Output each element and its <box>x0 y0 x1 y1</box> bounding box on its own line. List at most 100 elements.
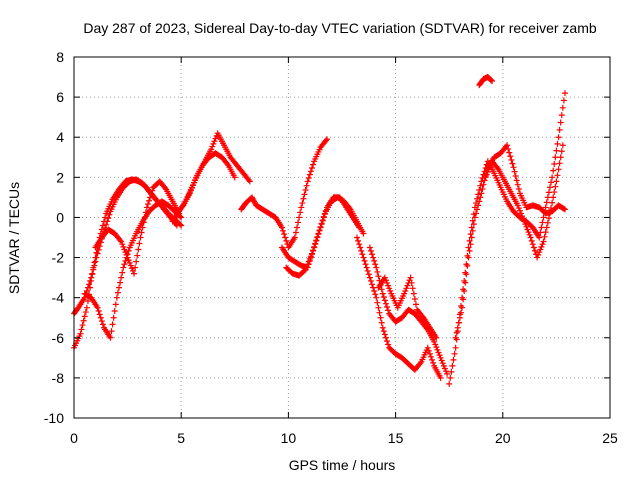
data-point <box>379 290 386 297</box>
data-point <box>515 186 522 193</box>
data-point <box>94 304 101 311</box>
data-point <box>560 205 567 212</box>
data-point <box>370 254 377 261</box>
data-point <box>425 347 432 354</box>
data-point <box>555 134 562 141</box>
data-point <box>441 365 448 372</box>
data-point <box>369 281 376 288</box>
data-point <box>535 251 542 258</box>
data-point <box>120 243 127 250</box>
data-point <box>361 257 368 264</box>
data-point <box>407 274 414 281</box>
data-point <box>539 219 546 226</box>
y-tick-label: -6 <box>52 330 65 346</box>
data-point <box>302 187 309 194</box>
data-point <box>559 104 566 111</box>
series-track-3 <box>81 198 185 341</box>
data-point <box>467 241 474 248</box>
data-point <box>552 183 559 190</box>
y-tick-label: -4 <box>52 290 65 306</box>
series-track-10 <box>354 234 444 381</box>
data-point <box>461 287 468 294</box>
data-point <box>91 262 98 269</box>
data-point <box>437 354 444 361</box>
x-tick-label: 0 <box>70 430 78 446</box>
data-point <box>442 368 449 375</box>
data-point <box>538 224 545 231</box>
data-point <box>434 346 441 353</box>
data-point <box>79 322 86 329</box>
data-point <box>378 286 385 293</box>
data-point <box>177 221 184 228</box>
data-point <box>375 273 382 280</box>
data-point <box>402 287 409 294</box>
data-point <box>463 271 470 278</box>
data-point <box>476 198 483 205</box>
data-point <box>512 172 519 179</box>
data-point <box>211 138 218 145</box>
data-point <box>488 77 495 84</box>
data-point <box>125 257 132 264</box>
data-point <box>245 177 252 184</box>
data-point <box>531 247 538 254</box>
data-point <box>311 243 318 250</box>
data-point <box>456 314 463 321</box>
data-point <box>363 264 370 271</box>
data-point <box>282 234 289 241</box>
data-point <box>364 267 371 274</box>
series-track-15 <box>482 142 566 261</box>
data-point <box>538 243 545 250</box>
data-point <box>469 227 476 234</box>
data-point <box>110 314 117 321</box>
data-point <box>96 311 103 318</box>
data-point <box>447 374 454 381</box>
data-point <box>88 274 95 281</box>
data-point <box>208 146 215 153</box>
data-point <box>360 254 367 261</box>
data-point <box>477 194 484 201</box>
data-point <box>536 249 543 256</box>
data-point <box>178 214 185 221</box>
data-point <box>81 313 88 320</box>
data-point <box>401 290 408 297</box>
data-point <box>542 204 549 211</box>
data-point <box>384 338 391 345</box>
data-point <box>87 277 94 284</box>
data-point <box>138 229 145 236</box>
data-point <box>525 229 532 236</box>
data-point <box>446 380 453 387</box>
data-point <box>371 257 378 264</box>
data-point <box>298 204 305 211</box>
data-point <box>449 362 456 369</box>
data-point <box>450 356 457 363</box>
data-point <box>382 277 389 284</box>
data-point <box>464 262 471 269</box>
data-point <box>380 328 387 335</box>
data-point <box>135 246 142 253</box>
data-point <box>131 270 138 277</box>
data-point <box>94 250 101 257</box>
data-point <box>367 247 374 254</box>
y-tick-label: -8 <box>52 370 65 386</box>
data-point <box>550 194 557 201</box>
data-point <box>561 206 568 213</box>
data-point <box>317 223 324 230</box>
data-point <box>505 145 512 152</box>
data-point <box>433 334 440 341</box>
data-point <box>516 207 523 214</box>
data-point <box>518 210 525 217</box>
data-point <box>540 238 547 245</box>
data-point <box>303 263 310 270</box>
data-point <box>179 203 186 210</box>
data-point <box>305 175 312 182</box>
data-point <box>313 237 320 244</box>
data-point <box>89 270 96 277</box>
y-tick-label: 4 <box>56 129 64 145</box>
data-point <box>519 213 526 220</box>
data-point <box>528 237 535 244</box>
data-point <box>373 264 380 271</box>
data-point <box>148 191 155 198</box>
data-point <box>511 168 518 175</box>
data-point <box>132 264 139 271</box>
